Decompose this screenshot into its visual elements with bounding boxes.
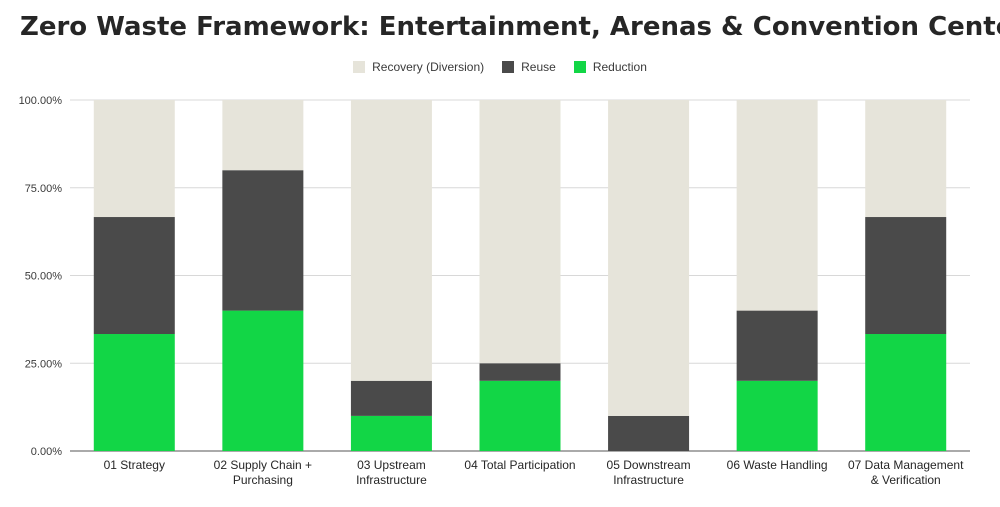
bar-segment-recovery [865,100,947,218]
bar-segment-recovery [736,100,818,311]
legend: Recovery (Diversion) Reuse Reduction [0,60,1000,74]
bar-segment-reduction [222,310,304,451]
legend-swatch-reuse [502,61,515,73]
x-tick-label: 05 Downstream [607,458,691,472]
bar-segment-reuse [222,170,304,311]
legend-label-reduction: Reduction [592,60,647,74]
bar-segment-reuse [865,217,947,335]
bar-segment-recovery [93,100,175,218]
bar-segment-reuse [350,380,432,416]
chart-title: Zero Waste Framework: Entertainment, Are… [20,12,1000,42]
legend-swatch-reduction [573,61,586,73]
x-tick-label: 03 Upstream [357,458,426,472]
bar-segment-reduction [479,380,561,451]
x-tick-label: 07 Data Management [848,458,964,472]
legend-item-recovery: Recovery (Diversion) [353,60,484,74]
bar-segment-recovery [479,100,561,364]
bar-segment-reduction [736,380,818,451]
y-tick-label: 50.00% [25,271,63,283]
bar-segment-reuse [479,363,561,381]
x-tick-label: 06 Waste Handling [727,458,828,472]
x-tick-label: Infrastructure [613,473,684,487]
legend-label-recovery: Recovery (Diversion) [372,60,485,74]
bar-segment-reduction [93,334,175,451]
bar-segment-recovery [222,100,304,171]
y-tick-label: 100.00% [19,95,63,107]
x-tick-label: & Verification [871,473,941,487]
y-tick-label: 0.00% [31,446,62,458]
x-tick-label: Infrastructure [356,473,427,487]
bar-segment-recovery [608,100,690,416]
legend-item-reuse: Reuse [502,60,556,74]
legend-label-reuse: Reuse [521,60,556,74]
y-tick-label: 25.00% [25,358,63,370]
legend-item-reduction: Reduction [573,60,647,74]
bar-segment-reduction [865,334,947,451]
legend-swatch-recovery [353,61,366,73]
bar-segment-recovery [350,100,432,381]
bar-segment-reuse [93,217,175,335]
bar-segment-reuse [736,310,818,381]
bar-segment-reduction [350,415,432,451]
x-tick-label: Purchasing [233,473,293,487]
y-tick-label: 75.00% [25,183,63,195]
x-tick-label: 01 Strategy [104,458,165,472]
bar-segment-reuse [608,415,690,451]
x-tick-label: 02 Supply Chain + [214,458,312,472]
x-tick-label: 04 Total Participation [464,458,575,472]
